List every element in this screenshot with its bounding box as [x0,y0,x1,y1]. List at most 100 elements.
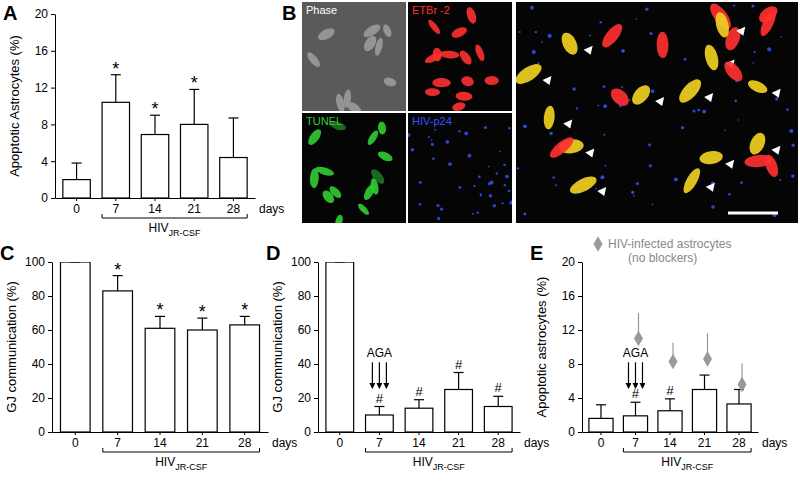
tick-label: 4 [568,391,575,405]
tile-content [423,6,498,111]
bar [60,262,90,432]
tick-label: 16 [35,44,49,58]
axis-line [55,15,56,199]
tick-label: 80 [298,289,312,303]
nucleus [432,78,451,87]
nucleus [460,75,475,88]
nucleus [320,188,336,205]
speck [419,181,422,184]
y-tick: 16 [562,289,582,303]
nucleus [440,50,460,59]
nucleus [721,58,746,84]
nucleus [383,76,398,88]
tick-mark [314,364,318,365]
speck [508,190,511,193]
speck [775,97,778,100]
tick-label: 21 [188,202,202,216]
nucleus [373,37,384,56]
arrowhead-marker [542,76,551,85]
nucleus [543,105,556,130]
panel-C: C02040608010007142128GJ communication (%… [0,242,297,472]
tick-mark [51,14,55,15]
x-axis-title: days [259,202,284,216]
tick-label: 4 [41,155,48,169]
bracket [103,448,260,452]
y-tick: 0 [568,425,582,439]
y-tick: 20 [35,7,55,21]
tick-label: 7 [114,436,121,450]
x-tick: 21 [452,432,466,450]
tick-label: 28 [492,436,506,450]
speck [648,143,651,146]
y-tick: 16 [35,44,55,58]
nucleus [473,43,486,62]
y-tick: 60 [32,323,52,337]
tick-label: 28 [238,436,252,450]
tick-mark [578,432,582,433]
bar [180,124,207,198]
bar [63,180,90,198]
bracket-subscript: JR-CSF [681,462,713,472]
speck [791,144,794,147]
speck [448,162,452,166]
speck [548,34,552,38]
tick-mark [51,198,55,199]
speck [711,205,715,209]
tick-label: 40 [298,357,312,371]
legend-line: HIV-infected astrocytes [608,237,731,251]
x-tick: 28 [227,198,241,216]
annotation-arrow [379,362,380,388]
tick-mark [314,296,318,297]
tile-label: Phase [306,4,337,16]
speck [480,194,482,196]
tick-label: 20 [35,7,49,21]
speck [636,182,639,185]
nucleus [334,214,344,223]
speck [467,154,471,158]
legend-label: HIV-infected astrocytes(no blockers) [608,237,731,265]
speck [652,204,654,206]
annotation-arrow [372,362,373,388]
tick-mark [48,330,52,331]
nucleus [366,129,381,147]
significance: * [199,302,206,322]
speck [503,163,506,166]
speck [523,213,526,216]
panel-B: BPhaseETBr -2TUNELHIV-p24 [282,0,798,229]
x-axis-title: days [524,436,549,450]
tick-label: 14 [663,436,677,450]
plot-area [589,313,751,432]
x-axis: 07142128 [319,432,521,450]
x-tick: 21 [196,432,210,450]
plot-area [326,262,512,432]
bar [188,330,218,432]
speck [597,104,599,106]
error-bar [76,163,77,180]
nucleus [744,154,773,169]
tick-label: 20 [562,255,576,269]
speck [629,99,631,101]
nucleus [455,91,472,101]
bracket-subscript: JR-CSF [169,228,201,238]
tick-mark [48,398,52,399]
x-tick: 14 [148,198,162,216]
arrowhead-marker [563,120,572,129]
figure: A04812162007142128Apoptotic Astrocytes (… [0,0,800,488]
tick-mark [48,296,52,297]
tick-mark [314,262,318,263]
speck [576,107,578,109]
speck [490,180,494,184]
error-bar [418,400,419,409]
bar [692,390,716,433]
speck [523,124,527,128]
significance: # [666,383,674,398]
error-bar [379,407,380,416]
nucleus [381,23,393,38]
speck [733,5,735,7]
speck [740,181,743,184]
annotation-arrow [635,362,636,388]
speck [501,202,503,204]
x-tick: 0 [72,432,79,450]
y-axis: 020406080100 [25,255,53,439]
tick-label: 21 [452,436,466,450]
